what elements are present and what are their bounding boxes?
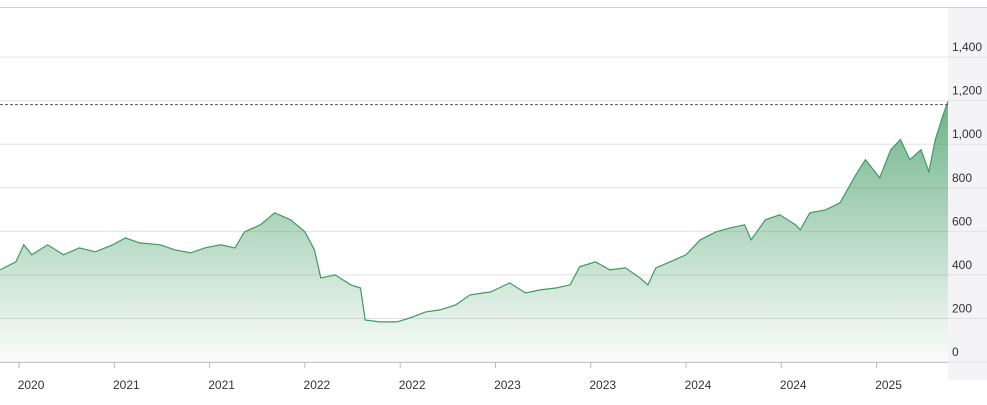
x-tick-label: 2020 [18,378,45,392]
area-fill [0,101,948,362]
x-tick-label: 2021 [208,378,235,392]
y-tick-label: 1,200 [952,84,982,98]
x-tick-label: 2023 [589,378,616,392]
y-tick-label: 200 [952,301,972,315]
x-tick-label: 2025 [875,378,902,392]
x-tick-label: 2021 [113,378,140,392]
x-tick-label: 2022 [399,378,426,392]
y-tick-label: 400 [952,258,972,272]
x-tick-label: 2023 [494,378,521,392]
y-tick-label: 1,000 [952,127,982,141]
y-tick-label: 0 [952,345,959,359]
x-tick-label: 2024 [780,378,807,392]
x-tick-label: 2022 [304,378,331,392]
axis-panel [948,7,987,380]
x-tick-label: 2024 [685,378,712,392]
y-tick-label: 800 [952,171,972,185]
y-tick-label: 1,400 [952,40,982,54]
price-line [0,101,949,323]
y-tick-label: 600 [952,214,972,228]
